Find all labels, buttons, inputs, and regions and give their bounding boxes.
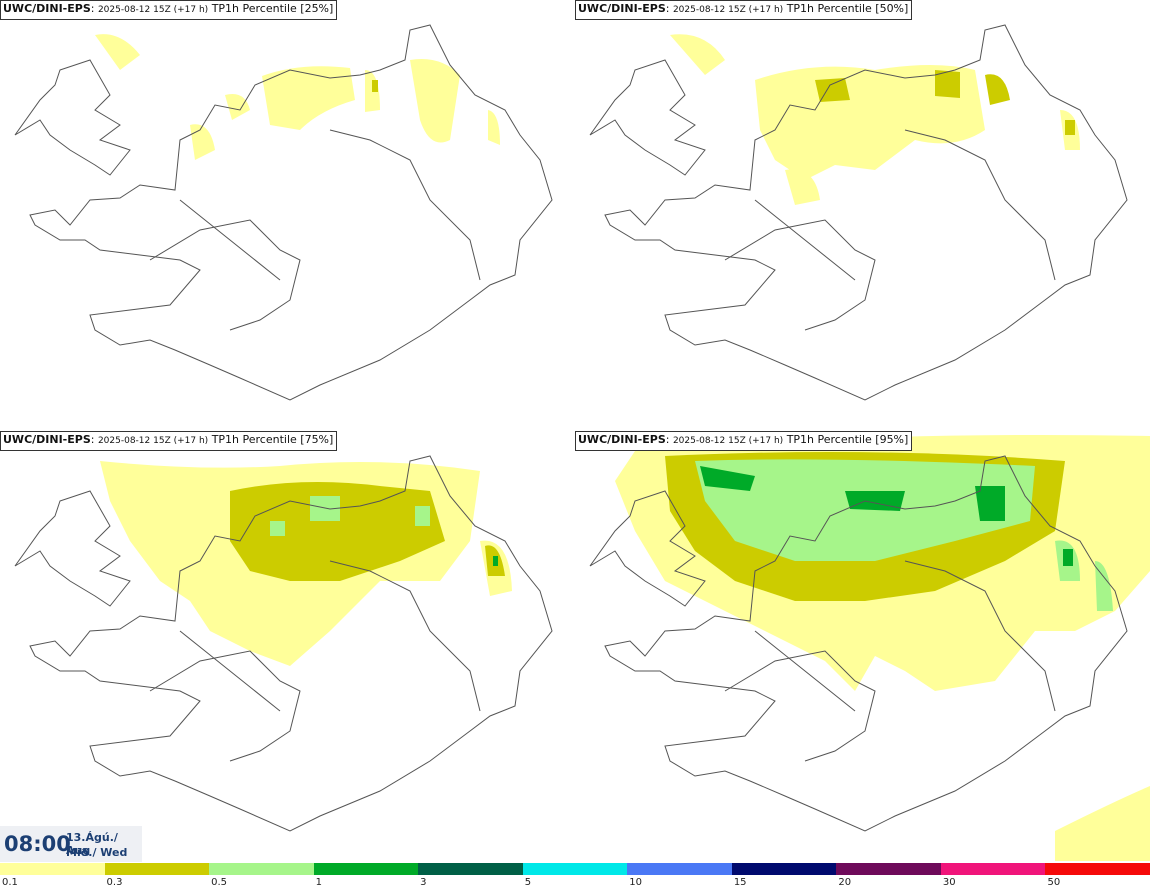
legend-tick-label: 0.1	[2, 877, 18, 888]
legend-swatch	[731, 863, 837, 875]
model-name: UWC/DINI-EPS	[578, 433, 666, 446]
legend-tick-label: 15	[733, 877, 747, 888]
valid-time-box: 08:00 13.Ágú./ Aug Mið./ Wed	[0, 826, 142, 862]
precip-field-p75	[100, 461, 512, 666]
legend-tick-label: 50	[1047, 877, 1061, 888]
model-name: UWC/DINI-EPS	[3, 433, 91, 446]
product-name: TP1h Percentile [75%]	[211, 433, 334, 446]
color-legend-ticks: 0.1 0.3 0.5 1 3 5 10 15 20 30 50	[0, 877, 1150, 889]
legend-tick-label: 10	[629, 877, 642, 888]
product-name: TP1h Percentile [95%]	[786, 433, 909, 446]
panel-title: UWC/DINI-EPS: 2025-08-12 15Z (+17 h) TP1…	[575, 431, 913, 451]
map-panel-p95: UWC/DINI-EPS: 2025-08-12 15Z (+17 h) TP1…	[575, 431, 1150, 861]
iceland-coastline	[14, 24, 553, 401]
legend-swatch	[313, 863, 419, 875]
valid-date-line1: 13.Ágú./ Aug	[66, 831, 118, 857]
legend-tick-label: 0.5	[211, 877, 227, 888]
map-panel-p75: UWC/DINI-EPS: 2025-08-12 15Z (+17 h) TP1…	[0, 431, 575, 861]
legend-swatch	[418, 863, 523, 875]
legend-tick-label: 30	[942, 877, 956, 888]
run-time: 2025-08-12 15Z (+17 h)	[672, 436, 784, 446]
legend-tick-label: 5	[524, 877, 532, 888]
map-panel-p25: UWC/DINI-EPS: 2025-08-12 15Z (+17 h) TP1…	[0, 0, 575, 430]
iceland-map-p50	[589, 24, 1128, 401]
map-panel-p50: UWC/DINI-EPS: 2025-08-12 15Z (+17 h) TP1…	[575, 0, 1150, 430]
model-name: UWC/DINI-EPS	[578, 2, 666, 15]
color-legend-bar	[0, 863, 1150, 875]
panel-title: UWC/DINI-EPS: 2025-08-12 15Z (+17 h) TP1…	[575, 0, 913, 20]
legend-swatch	[940, 863, 1046, 875]
product-name: TP1h Percentile [50%]	[786, 2, 909, 15]
legend-swatch	[104, 863, 210, 875]
legend-tick-label: 0.3	[106, 877, 123, 888]
precip-field-p50	[670, 34, 1080, 205]
legend-swatch	[627, 863, 732, 875]
iceland-map-p75	[14, 455, 553, 832]
iceland-coastline	[589, 455, 1128, 832]
panel-title: UWC/DINI-EPS: 2025-08-12 15Z (+17 h) TP1…	[0, 0, 338, 20]
run-time: 2025-08-12 15Z (+17 h)	[672, 5, 784, 15]
legend-swatch	[0, 863, 105, 875]
precip-field-p25	[95, 34, 500, 160]
run-time: 2025-08-12 15Z (+17 h)	[97, 436, 209, 446]
iceland-coastline	[14, 455, 553, 832]
legend-swatch	[1045, 863, 1150, 875]
model-name: UWC/DINI-EPS	[3, 2, 91, 15]
precip-field-p95	[615, 435, 1150, 861]
iceland-map-p25	[14, 24, 553, 401]
legend-swatch	[522, 863, 628, 875]
iceland-coastline	[589, 24, 1128, 401]
legend-swatch	[209, 863, 314, 875]
legend-tick-label: 3	[420, 877, 427, 888]
product-name: TP1h Percentile [25%]	[211, 2, 334, 15]
legend-swatch	[836, 863, 941, 875]
valid-date-line2: Mið./ Wed	[66, 846, 128, 859]
iceland-map-p95	[589, 435, 1150, 861]
legend-tick-label: 20	[838, 877, 852, 888]
legend-tick-label: 1	[315, 877, 322, 888]
valid-time-clock: 08:00	[4, 832, 71, 856]
run-time: 2025-08-12 15Z (+17 h)	[97, 5, 209, 15]
panel-title: UWC/DINI-EPS: 2025-08-12 15Z (+17 h) TP1…	[0, 431, 338, 451]
